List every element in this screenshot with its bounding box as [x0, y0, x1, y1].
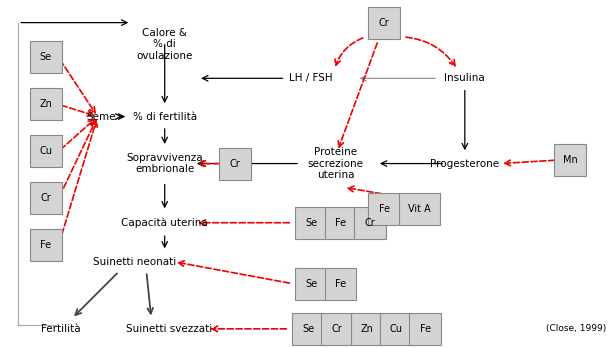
Text: Fe: Fe: [40, 240, 51, 250]
Text: Se: Se: [302, 324, 314, 334]
Text: Se: Se: [40, 53, 52, 62]
Text: Cr: Cr: [229, 159, 240, 168]
Text: Progesterone: Progesterone: [430, 159, 500, 168]
FancyBboxPatch shape: [30, 41, 62, 73]
Text: Capacità uterina: Capacità uterina: [121, 218, 208, 228]
Text: Cu: Cu: [389, 324, 403, 334]
FancyBboxPatch shape: [325, 207, 356, 239]
FancyBboxPatch shape: [380, 313, 412, 345]
Text: Zn: Zn: [39, 100, 52, 109]
Text: Suinetti svezzati: Suinetti svezzati: [126, 324, 213, 334]
FancyBboxPatch shape: [368, 193, 400, 225]
Text: Fe: Fe: [335, 218, 346, 228]
Text: Se: Se: [305, 279, 317, 288]
Text: Zn: Zn: [360, 324, 373, 334]
Text: Suinetti neonati: Suinetti neonati: [93, 257, 176, 267]
FancyBboxPatch shape: [554, 144, 586, 176]
Text: Fe: Fe: [420, 324, 431, 334]
Text: Cr: Cr: [379, 18, 390, 27]
FancyBboxPatch shape: [351, 313, 382, 345]
Text: % di fertilità: % di fertilità: [132, 112, 197, 121]
FancyBboxPatch shape: [30, 88, 62, 120]
FancyBboxPatch shape: [409, 313, 441, 345]
FancyBboxPatch shape: [219, 148, 251, 180]
Text: Vit A: Vit A: [408, 204, 431, 214]
FancyBboxPatch shape: [295, 268, 327, 300]
Text: Seme: Seme: [86, 112, 115, 121]
FancyBboxPatch shape: [30, 229, 62, 261]
Text: Fertilità: Fertilità: [41, 324, 81, 334]
Text: (Close, 1999): (Close, 1999): [547, 324, 606, 333]
Text: Cu: Cu: [39, 147, 52, 156]
FancyBboxPatch shape: [30, 135, 62, 167]
Text: Calore &
% di
ovulazione: Calore & % di ovulazione: [137, 28, 193, 61]
FancyBboxPatch shape: [30, 182, 62, 214]
FancyBboxPatch shape: [321, 313, 353, 345]
Text: Cr: Cr: [364, 218, 375, 228]
Text: Proteine
secrezione
uterina: Proteine secrezione uterina: [307, 147, 364, 180]
Text: Fe: Fe: [379, 204, 390, 214]
FancyBboxPatch shape: [295, 207, 327, 239]
Text: Insulina: Insulina: [445, 73, 485, 83]
Text: Mn: Mn: [563, 155, 578, 165]
FancyBboxPatch shape: [400, 193, 440, 225]
FancyBboxPatch shape: [292, 313, 324, 345]
Text: Fe: Fe: [335, 279, 346, 288]
FancyBboxPatch shape: [354, 207, 386, 239]
Text: Sopravvivenza
embrionale: Sopravvivenza embrionale: [126, 153, 203, 174]
Text: LH / FSH: LH / FSH: [289, 73, 333, 83]
FancyBboxPatch shape: [368, 7, 400, 39]
FancyBboxPatch shape: [325, 268, 356, 300]
Text: Cr: Cr: [332, 324, 343, 334]
Text: Cr: Cr: [40, 193, 51, 203]
Text: Se: Se: [305, 218, 317, 228]
